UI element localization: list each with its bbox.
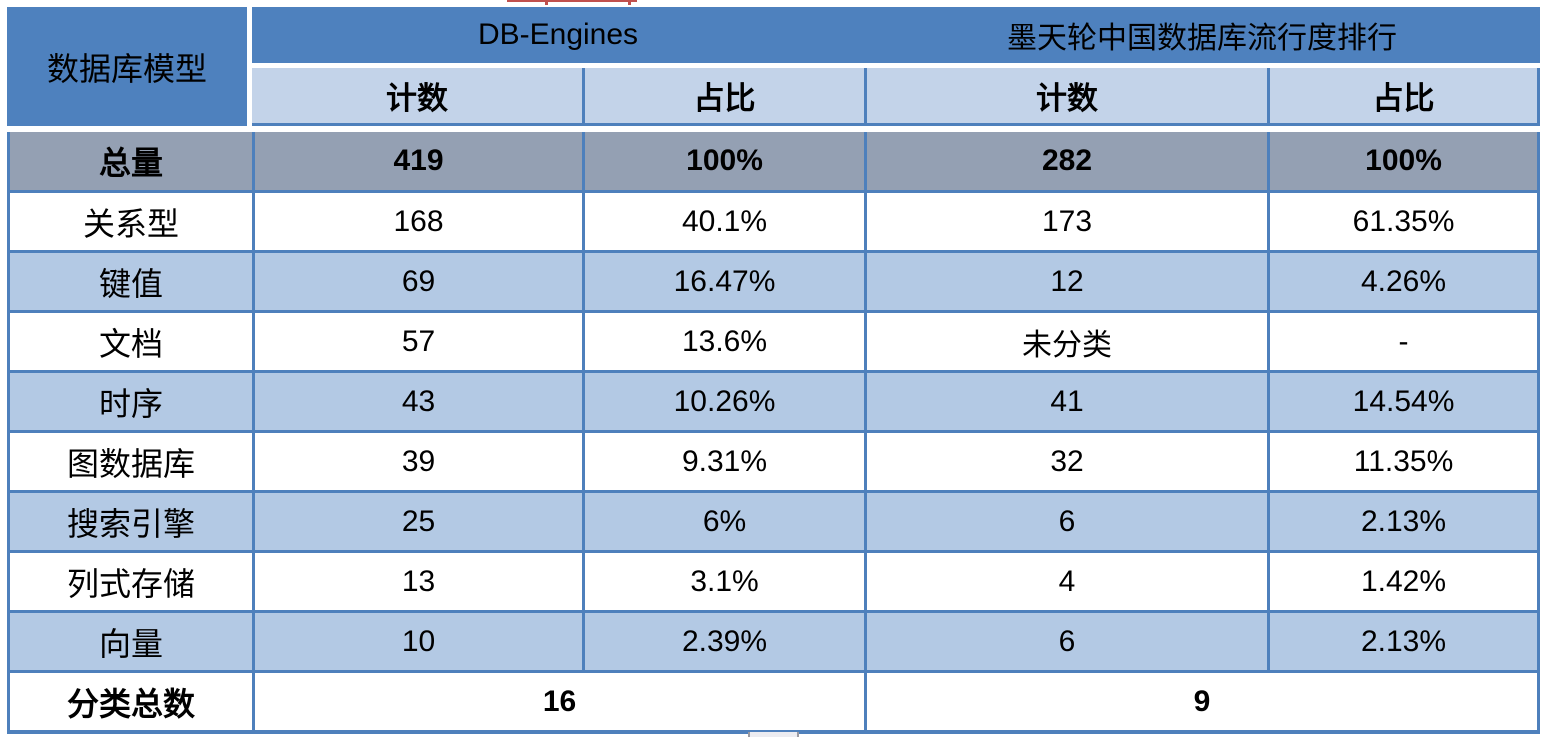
row-label-cell: 文档	[7, 313, 252, 373]
value-cell: 14.54%	[1267, 373, 1541, 433]
database-model-comparison-table: 数据库模型 DB-Engines 墨天轮中国数据库流行度排行 计数 占比 计数 …	[7, 7, 1541, 734]
row-label-cell: 分类总数	[7, 673, 252, 734]
top-red-tick-artifact	[545, 0, 548, 5]
value-cell: 6	[864, 493, 1268, 553]
table-row: 关系型 168 40.1% 173 61.35%	[7, 193, 1541, 253]
category-count-cell: 9	[864, 673, 1541, 734]
corner-header-cell: 数据库模型	[7, 7, 252, 126]
value-cell: 4.26%	[1267, 253, 1541, 313]
row-label-cell: 向量	[7, 613, 252, 673]
sub-header-cell: 计数	[864, 68, 1268, 126]
row-label-cell: 搜索引擎	[7, 493, 252, 553]
value-cell: 57	[252, 313, 582, 373]
total-row: 总量 419 100% 282 100%	[7, 132, 1541, 193]
value-cell: 2.13%	[1267, 493, 1541, 553]
table-row: 图数据库 39 9.31% 32 11.35%	[7, 433, 1541, 493]
value-cell: 10.26%	[582, 373, 865, 433]
value-cell: 4	[864, 553, 1268, 613]
header-gap	[252, 63, 1541, 68]
row-label-cell: 时序	[7, 373, 252, 433]
table-row: 键值 69 16.47% 12 4.26%	[7, 253, 1541, 313]
value-cell: 9.31%	[582, 433, 865, 493]
value-cell: 61.35%	[1267, 193, 1541, 253]
total-gap	[7, 126, 1541, 132]
sub-header-cell: 计数	[252, 68, 582, 126]
top-red-underline-artifact	[507, 0, 637, 2]
value-cell: 12	[864, 253, 1268, 313]
value-cell: 40.1%	[582, 193, 865, 253]
value-cell: 1.42%	[1267, 553, 1541, 613]
row-label-cell: 关系型	[7, 193, 252, 253]
top-red-tick-artifact	[628, 0, 631, 5]
value-cell: 419	[252, 132, 582, 193]
value-cell: 13	[252, 553, 582, 613]
value-cell: 173	[864, 193, 1268, 253]
category-count-cell: 16	[252, 673, 865, 734]
row-label-cell: 总量	[7, 132, 252, 193]
table-row: 搜索引擎 25 6% 6 2.13%	[7, 493, 1541, 553]
scrollbar-fragment[interactable]	[748, 732, 799, 737]
value-cell: 13.6%	[582, 313, 865, 373]
value-cell: 2.39%	[582, 613, 865, 673]
value-cell: 41	[864, 373, 1268, 433]
row-label-cell: 列式存储	[7, 553, 252, 613]
table-row: 文档 57 13.6% 未分类 -	[7, 313, 1541, 373]
total-gap-row	[7, 126, 1541, 132]
value-cell: 2.13%	[1267, 613, 1541, 673]
value-cell: 168	[252, 193, 582, 253]
sub-header-cell: 占比	[1267, 68, 1541, 126]
table-row: 向量 10 2.39% 6 2.13%	[7, 613, 1541, 673]
row-label-cell: 键值	[7, 253, 252, 313]
value-cell: -	[1267, 313, 1541, 373]
value-cell: 3.1%	[582, 553, 865, 613]
value-cell: 32	[864, 433, 1268, 493]
value-cell: 282	[864, 132, 1268, 193]
value-cell: 10	[252, 613, 582, 673]
value-cell: 16.47%	[582, 253, 865, 313]
value-cell: 25	[252, 493, 582, 553]
value-cell: 39	[252, 433, 582, 493]
value-cell: 6%	[582, 493, 865, 553]
group-header-db-engines: DB-Engines	[252, 7, 865, 63]
table-row: 时序 43 10.26% 41 14.54%	[7, 373, 1541, 433]
sub-header-row: 计数 占比 计数 占比	[7, 68, 1541, 126]
value-cell: 6	[864, 613, 1268, 673]
footer-row: 分类总数 16 9	[7, 673, 1541, 734]
value-cell: 69	[252, 253, 582, 313]
header-gap-row	[7, 63, 1541, 68]
value-cell: 未分类	[864, 313, 1268, 373]
group-header-modb-ranking: 墨天轮中国数据库流行度排行	[864, 7, 1541, 63]
table-row: 列式存储 13 3.1% 4 1.42%	[7, 553, 1541, 613]
group-header-row: 数据库模型 DB-Engines 墨天轮中国数据库流行度排行	[7, 7, 1541, 126]
value-cell: 43	[252, 373, 582, 433]
value-cell: 100%	[582, 132, 865, 193]
sub-header-cell: 占比	[582, 68, 865, 126]
value-cell: 11.35%	[1267, 433, 1541, 493]
row-label-cell: 图数据库	[7, 433, 252, 493]
value-cell: 100%	[1267, 132, 1541, 193]
